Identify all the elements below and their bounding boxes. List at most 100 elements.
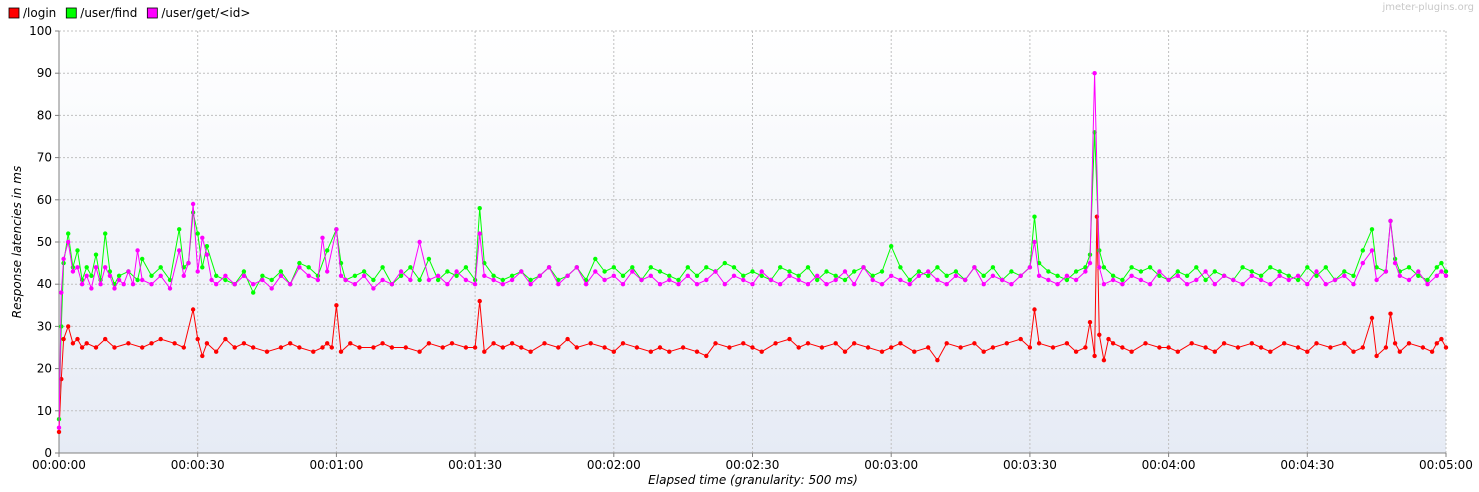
- series-2-point: [477, 231, 482, 236]
- series-1-point: [704, 265, 709, 270]
- series-0-point: [1305, 349, 1310, 354]
- series-2-point: [583, 282, 589, 287]
- series-2-point: [98, 282, 103, 287]
- series-1-point: [223, 277, 228, 283]
- series-1-point: [103, 231, 108, 236]
- series-1-point: [602, 269, 607, 274]
- legend-swatch: [146, 7, 158, 19]
- series-2-point: [935, 277, 940, 283]
- series-2-point: [1314, 269, 1319, 274]
- series-0-point: [588, 341, 593, 346]
- series-2-point: [648, 273, 653, 278]
- series-0-point: [66, 324, 71, 329]
- series-1-point: [1147, 265, 1153, 270]
- series-1-point: [398, 273, 404, 278]
- series-2-point: [833, 277, 838, 283]
- series-1-point: [1360, 248, 1366, 253]
- series-2-point: [338, 273, 344, 278]
- legend-label: /login: [23, 6, 56, 20]
- series-2-point: [1342, 273, 1347, 278]
- series-2-point: [325, 269, 330, 274]
- series-0-point: [389, 345, 395, 350]
- series-0-point: [1064, 341, 1070, 346]
- series-0-point: [1018, 336, 1023, 342]
- series-1-point: [204, 244, 210, 249]
- series-2-point: [454, 269, 459, 274]
- series-2-point: [1166, 277, 1171, 283]
- series-0-point: [297, 345, 302, 350]
- series-2-point: [898, 277, 903, 283]
- series-1-point: [907, 277, 912, 283]
- series-2-point: [223, 273, 228, 278]
- y-tick-label: 20: [37, 362, 52, 376]
- series-1-point: [1175, 269, 1181, 274]
- series-1-point: [140, 256, 145, 262]
- series-1-point: [879, 269, 885, 274]
- series-2-point: [1083, 269, 1088, 274]
- y-tick-label: 80: [37, 108, 52, 122]
- series-1-point: [1286, 273, 1292, 278]
- series-2-point: [426, 277, 432, 283]
- series-0-point: [898, 341, 903, 346]
- series-0-point: [426, 341, 432, 346]
- series-2-point: [56, 425, 62, 430]
- x-tick-label: 00:01:00: [309, 458, 363, 472]
- series-2-point: [1443, 273, 1449, 278]
- series-2-point: [768, 277, 774, 283]
- series-2-point: [190, 201, 196, 207]
- series-0-point: [357, 345, 362, 350]
- series-2-point: [731, 273, 737, 278]
- series-0-point: [981, 349, 986, 354]
- series-0-point: [204, 341, 210, 346]
- series-0-point: [759, 349, 764, 354]
- series-0-point: [1369, 315, 1375, 321]
- series-0-point: [126, 341, 131, 346]
- series-2-point: [149, 282, 154, 287]
- series-2-point: [1392, 260, 1398, 266]
- series-2-point: [278, 273, 284, 278]
- series-2-point: [1286, 277, 1292, 283]
- x-tick-label: 00:00:30: [171, 458, 225, 472]
- series-1-point: [1374, 265, 1379, 270]
- series-2-point: [204, 252, 210, 257]
- series-1-point: [158, 265, 163, 270]
- series-2-point: [1110, 277, 1116, 283]
- series-0-point: [1420, 345, 1426, 350]
- series-0-point: [251, 345, 256, 350]
- series-2-point: [639, 277, 644, 283]
- series-0-point: [1235, 345, 1241, 350]
- series-1-point: [75, 248, 80, 253]
- series-2-point: [380, 277, 385, 283]
- series-2-point: [889, 273, 894, 278]
- series-2-point: [66, 239, 71, 245]
- series-2-point: [177, 248, 182, 253]
- series-1-point: [1351, 273, 1356, 278]
- series-2-point: [288, 282, 293, 287]
- series-1-point: [135, 277, 140, 283]
- series-2-point: [1295, 273, 1301, 278]
- series-0-point: [223, 336, 228, 342]
- series-0-point: [1189, 341, 1194, 346]
- series-0-point: [865, 345, 871, 350]
- y-tick-label: 30: [37, 319, 52, 333]
- series-2-point: [1434, 273, 1440, 278]
- series-0-point: [440, 345, 445, 350]
- series-0-point: [1443, 345, 1449, 350]
- series-2-point: [1305, 282, 1310, 287]
- series-0-point: [852, 341, 857, 346]
- series-1-point: [898, 265, 903, 270]
- series-1-point: [1101, 265, 1107, 270]
- series-2-point: [75, 265, 80, 270]
- series-0-point: [805, 341, 811, 346]
- series-1-point: [889, 244, 894, 249]
- x-tick-label: 00:04:30: [1280, 458, 1334, 472]
- series-2-point: [1231, 277, 1236, 283]
- series-1-point: [325, 248, 330, 253]
- series-0-point: [912, 349, 917, 354]
- series-2-point: [126, 269, 131, 274]
- series-2-point: [1087, 260, 1093, 266]
- series-2-point: [59, 290, 64, 295]
- series-2-point: [1397, 273, 1403, 278]
- series-0-point: [1157, 345, 1162, 350]
- series-1-point: [417, 277, 422, 283]
